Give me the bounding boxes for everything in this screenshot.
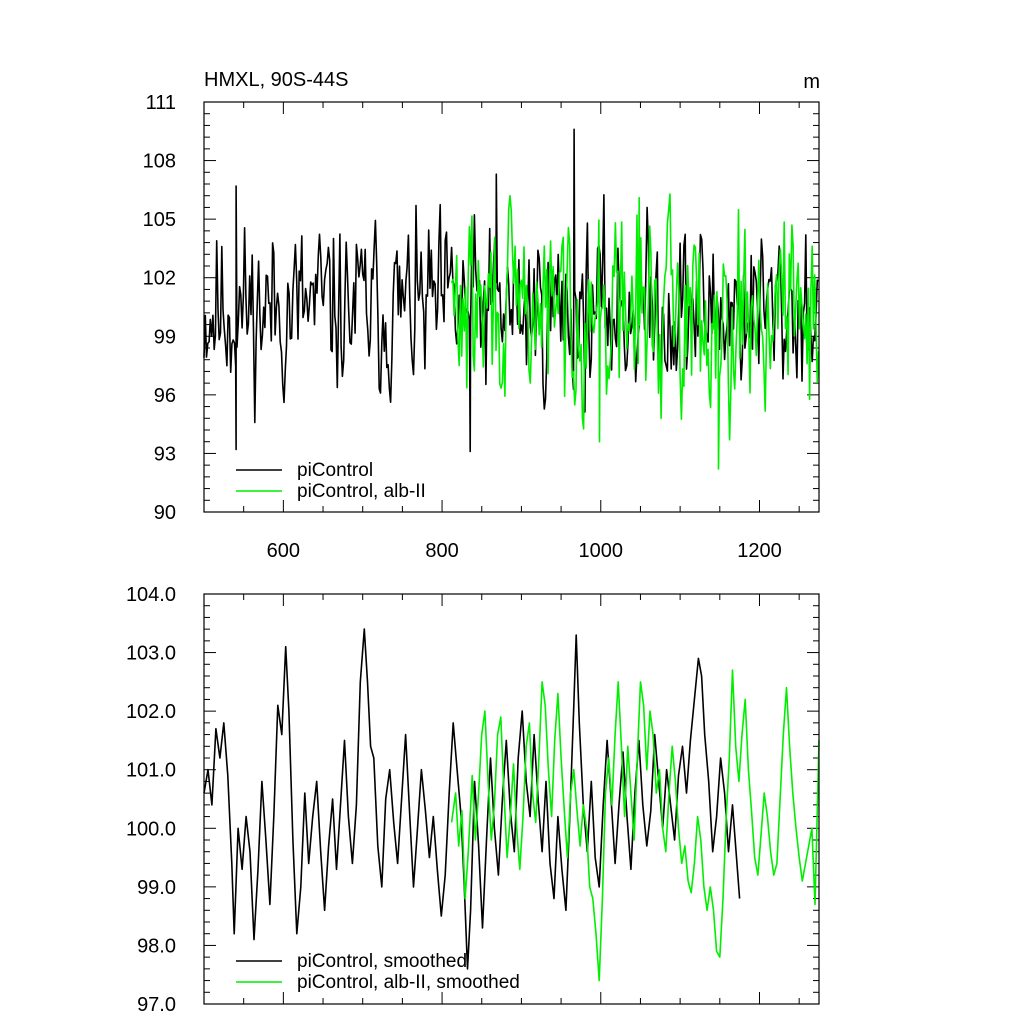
top-y-tick-label: 105 bbox=[143, 209, 176, 231]
bottom-panel-axes: 97.0 98.0 99.0 100.0 101.0 102.0 103.0 104.0 bbox=[126, 584, 819, 1016]
bottom-y-tick-label: 99.0 bbox=[137, 877, 176, 899]
bottom-y-tick-label: 103.0 bbox=[126, 643, 176, 665]
bottom-panel-frame bbox=[203, 593, 820, 1005]
bottom-series-line-picontrol-alb-ii bbox=[450, 669, 820, 982]
top-panel-series bbox=[203, 128, 820, 470]
top-panel-title: HMXL, 90S-44S bbox=[204, 69, 349, 91]
top-y-tick-label: 99 bbox=[154, 326, 176, 348]
top-y-tick-label: 96 bbox=[154, 385, 176, 407]
bottom-y-tick-label: 100.0 bbox=[126, 818, 176, 840]
top-y-tick-label: 90 bbox=[154, 502, 176, 524]
top-y-tick-label: 102 bbox=[143, 268, 176, 290]
legend-label-picontrol: piControl bbox=[297, 460, 373, 481]
bottom-y-tick-label: 104.0 bbox=[126, 584, 176, 606]
top-panel-legend: piControl piControl, alb-II bbox=[236, 460, 426, 502]
bottom-panel-legend: piControl, smoothed piControl, alb-II, s… bbox=[236, 951, 520, 993]
legend-label-picontrol-alb-ii: piControl, alb-II bbox=[297, 481, 426, 502]
top-panel-frame bbox=[203, 101, 820, 513]
bottom-y-tick-label: 98.0 bbox=[137, 935, 176, 957]
top-panel-axes: 90 93 96 99 102 105 108 111 600 800 1000 1200 bbox=[143, 92, 819, 562]
top-y-tick-label: 108 bbox=[143, 151, 176, 173]
top-x-tick-label: 1000 bbox=[579, 540, 624, 562]
bottom-series-line-picontrol bbox=[203, 628, 741, 970]
top-y-tick-label: 111 bbox=[146, 92, 176, 114]
top-y-tick-label: 93 bbox=[154, 443, 176, 465]
top-series-line-picontrol-alb-ii bbox=[450, 193, 820, 470]
bottom-panel-series bbox=[203, 628, 820, 982]
legend-label-picontrol-smoothed: piControl, smoothed bbox=[297, 951, 467, 972]
bottom-panel: 97.0 98.0 99.0 100.0 101.0 102.0 103.0 104.0 pi… bbox=[126, 584, 820, 1016]
legend-label-picontrol-alb-ii-smoothed: piControl, alb-II, smoothed bbox=[297, 972, 520, 993]
top-panel: HMXL, 90S-44S m 90 93 96 99 102 105 108 111 600 8… bbox=[143, 69, 820, 562]
top-x-tick-label: 600 bbox=[267, 540, 300, 562]
bottom-y-tick-label: 101.0 bbox=[126, 760, 176, 782]
top-panel-units: m bbox=[803, 71, 820, 93]
bottom-y-tick-label: 102.0 bbox=[126, 701, 176, 723]
bottom-y-tick-label: 97.0 bbox=[137, 994, 176, 1016]
top-x-tick-label: 1200 bbox=[737, 540, 782, 562]
top-x-tick-label: 800 bbox=[425, 540, 458, 562]
